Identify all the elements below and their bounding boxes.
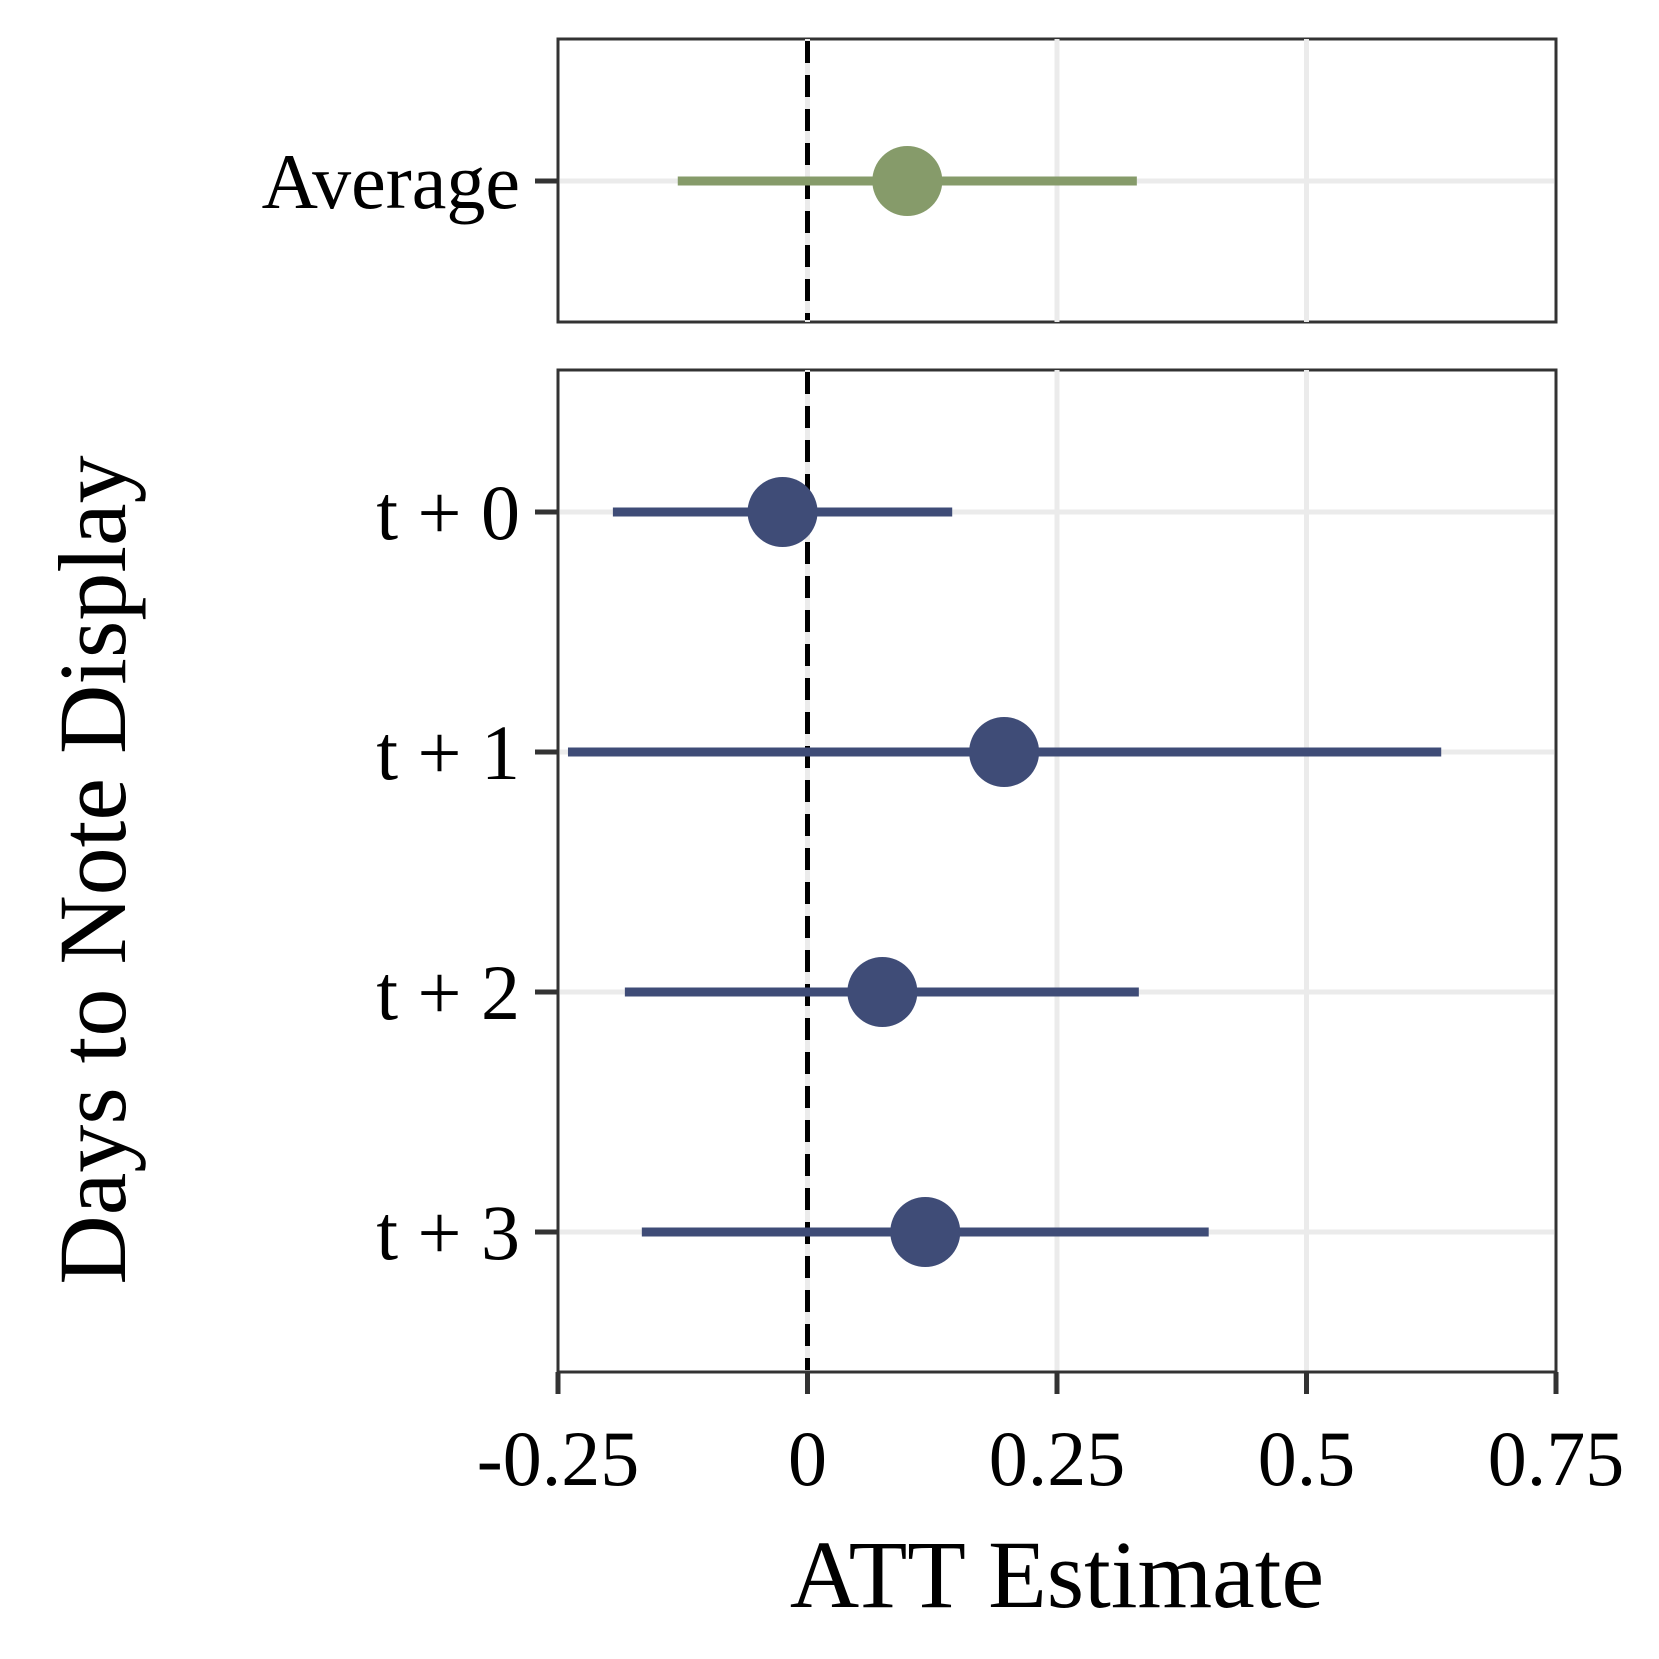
point-estimate [747,477,818,547]
daily-panel: t + 0 t + 1 t + 2 t + 3 [376,368,1558,1374]
y-tick-label: t + 1 [376,709,520,796]
x-axis: -0.25 0 0.25 0.5 0.75 [477,1370,1625,1502]
daily-panel-marks [567,477,1442,1267]
point-estimate [890,1197,961,1267]
x-axis-title: ATT Estimate [790,1521,1324,1628]
y-tick-label: t + 2 [376,949,520,1036]
y-tick-label: t + 3 [376,1189,520,1276]
y-tick-label: Average [262,138,520,225]
x-tick-label: -0.25 [477,1415,639,1502]
x-tick-label: 0.25 [989,1415,1126,1502]
average-panel-marks [677,146,1137,216]
average-panel: Average [262,37,1558,324]
daily-panel-y-ticks: t + 0 t + 1 t + 2 t + 3 [376,469,558,1276]
point-estimate [847,957,918,1027]
x-tick-label: 0.75 [1488,1415,1625,1502]
y-tick-label: t + 0 [376,469,520,556]
point-estimate [872,146,943,216]
point-estimate [969,717,1040,787]
average-panel-y-ticks: Average [262,138,558,225]
y-axis-title: Days to Note Display [39,455,146,1284]
x-tick-label: 0.5 [1258,1415,1356,1502]
x-tick-label: 0 [788,1415,827,1502]
